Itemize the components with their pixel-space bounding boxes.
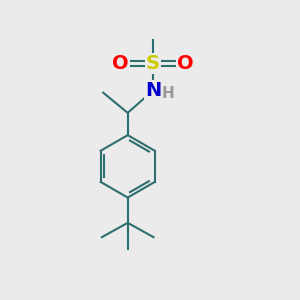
Text: S: S (146, 54, 160, 73)
Text: N: N (145, 81, 161, 100)
Text: O: O (177, 54, 194, 73)
Text: H: H (161, 86, 174, 101)
Text: O: O (112, 54, 129, 73)
